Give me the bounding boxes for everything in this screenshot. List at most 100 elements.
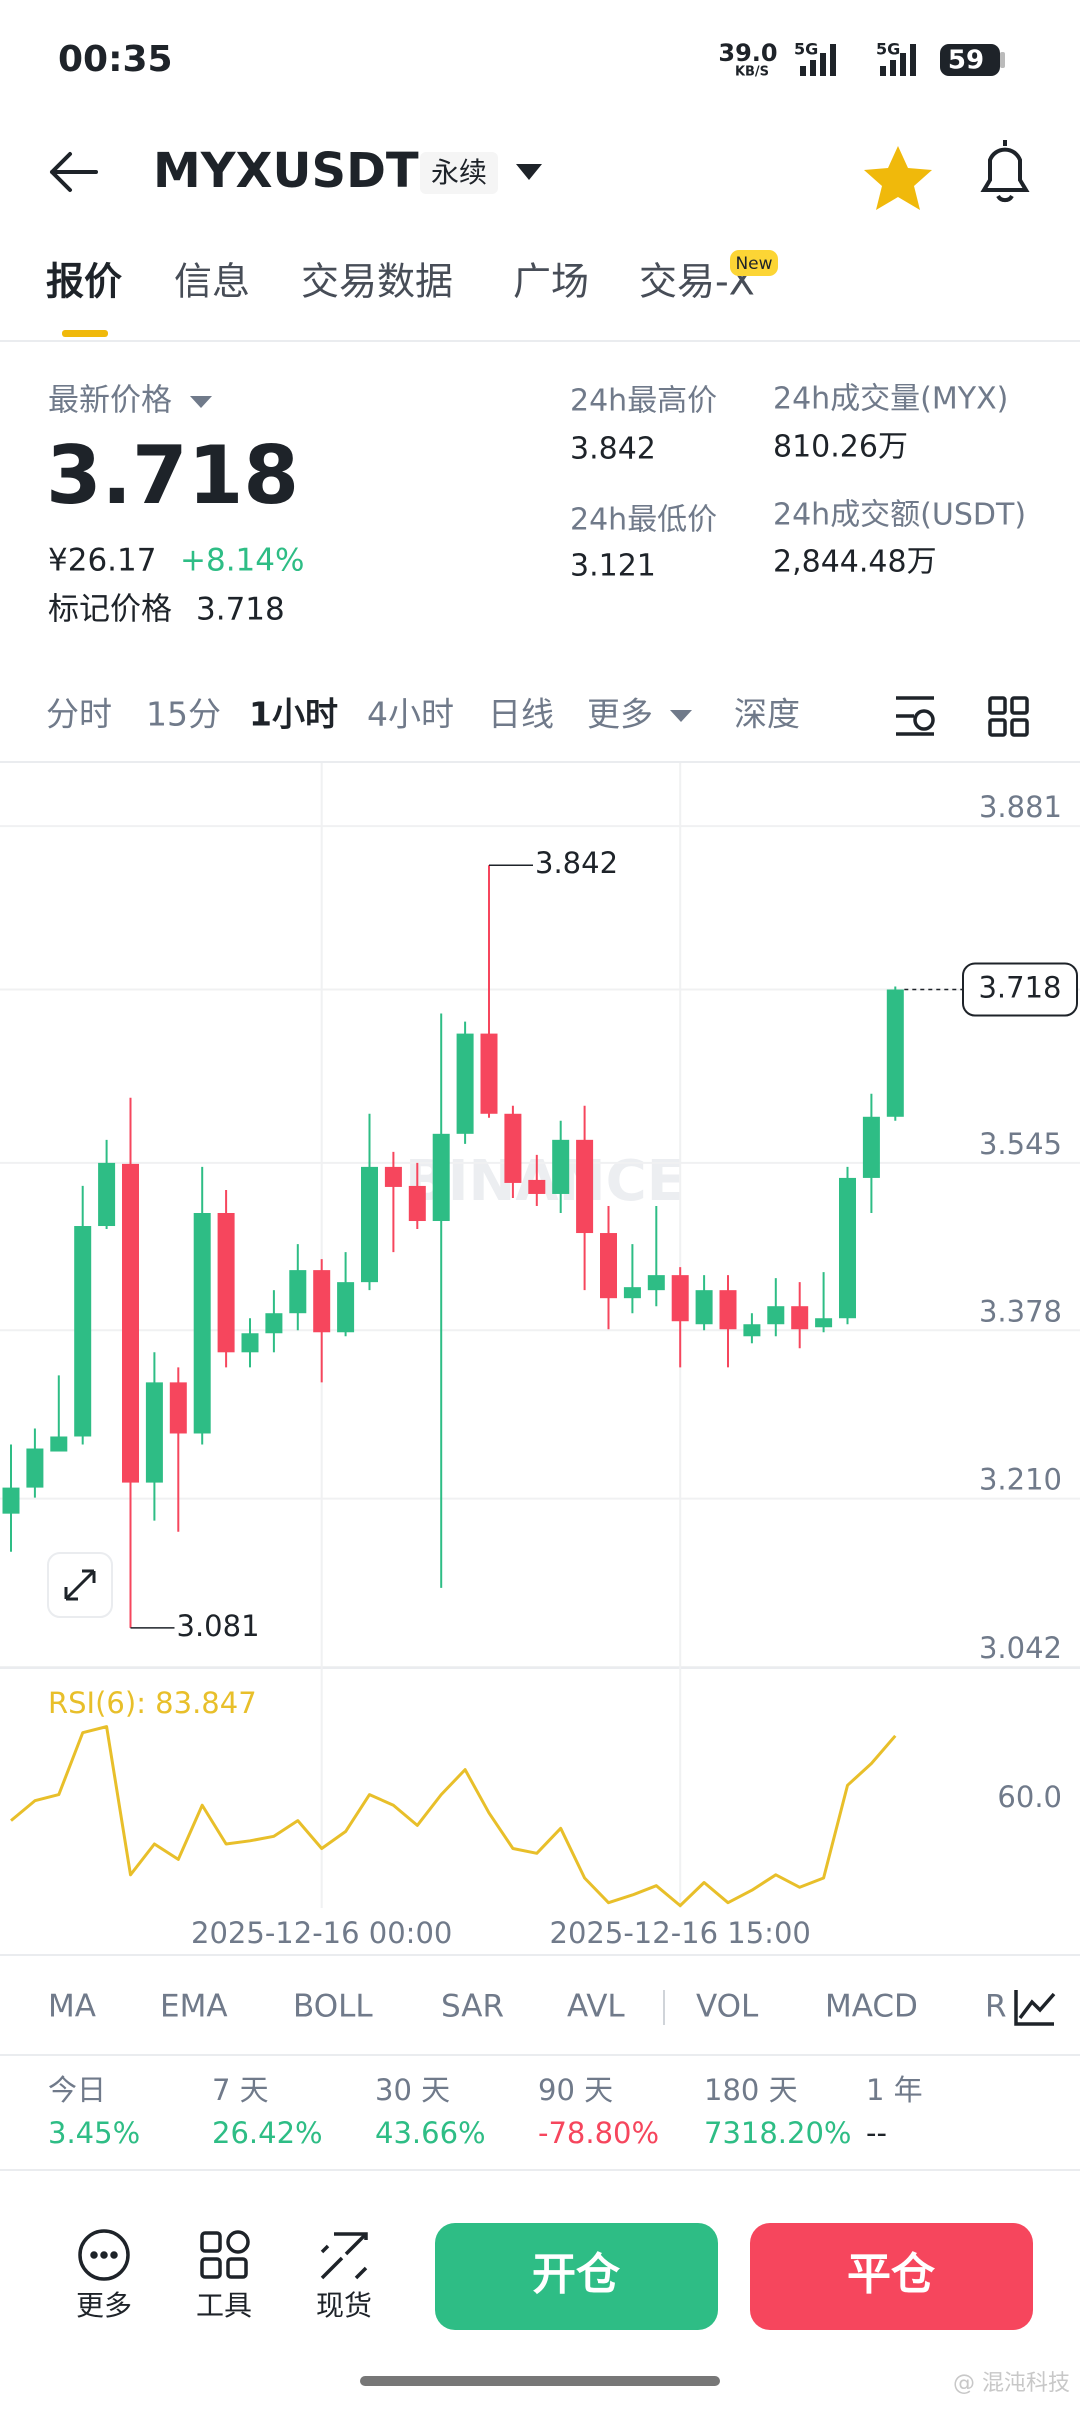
tab[interactable]: 报价 xyxy=(46,260,122,304)
y-tick-label: 3.881 xyxy=(979,790,1062,824)
tools-icon[interactable] xyxy=(200,2230,250,2279)
interval-tab[interactable]: 深度 xyxy=(734,695,800,734)
candle-body xyxy=(289,1270,307,1314)
signal-1 xyxy=(800,44,836,76)
dropdown-arrow[interactable] xyxy=(190,396,212,408)
chart-settings[interactable] xyxy=(896,696,935,736)
tab[interactable]: 信息 xyxy=(174,260,250,304)
tag-bg xyxy=(420,152,498,194)
y-tick-label: 3.210 xyxy=(979,1463,1062,1497)
candle-body xyxy=(671,1275,689,1322)
candle-body xyxy=(791,1306,809,1330)
candle-body xyxy=(122,1163,139,1483)
low-annotation: 3.081 xyxy=(177,1609,260,1643)
indicator-settings[interactable] xyxy=(1014,1990,1056,2026)
indicator-tab[interactable]: MA xyxy=(48,1989,96,2025)
status-time: 00:35 xyxy=(58,39,173,80)
period-label: 90 天 xyxy=(538,2073,613,2107)
net-type: 5G xyxy=(876,40,900,59)
indicator-tab[interactable]: SAR xyxy=(441,1989,504,2025)
low-label: 24h最低价 xyxy=(570,503,717,538)
open-button[interactable] xyxy=(435,2223,718,2330)
more-dropdown[interactable] xyxy=(670,710,692,722)
candle-body xyxy=(2,1487,20,1514)
rsi-line xyxy=(10,1725,897,1908)
layout-toggle[interactable] xyxy=(988,696,1029,737)
interval-tab[interactable]: 1小时 xyxy=(249,695,338,734)
indicator-tab[interactable]: EMA xyxy=(160,1989,228,2025)
spot-icon[interactable] xyxy=(320,2232,368,2280)
candle-body xyxy=(241,1333,259,1353)
symbol-dropdown[interactable] xyxy=(516,164,542,180)
symbol[interactable]: MYXUSDT xyxy=(153,143,419,199)
indicator-tab[interactable]: MACD xyxy=(825,1989,918,2025)
net-speed: 39.0 xyxy=(718,39,777,67)
last-price-box xyxy=(962,962,1078,1017)
last-price-label: 最新价格 xyxy=(48,383,172,419)
candle-body xyxy=(265,1313,283,1334)
more-icon[interactable] xyxy=(78,2229,130,2281)
candle-body xyxy=(767,1306,785,1325)
favorite-star[interactable] xyxy=(864,146,932,210)
y-tick-label: 3.545 xyxy=(979,1127,1062,1161)
amount-value: 2,844.48万 xyxy=(773,545,937,580)
back-button[interactable] xyxy=(50,152,98,192)
candle-body xyxy=(217,1212,235,1353)
indicator-tab[interactable]: VOL xyxy=(696,1989,759,2025)
tool-label[interactable]: 更多 xyxy=(76,2289,132,2322)
candle-body xyxy=(145,1382,163,1483)
candle-body xyxy=(456,1033,474,1134)
mark-price: 3.718 xyxy=(196,592,285,628)
period-return: 3.45% xyxy=(48,2116,140,2150)
candle-body xyxy=(743,1324,761,1337)
candle-body xyxy=(528,1179,546,1194)
y-tick-label: 3.042 xyxy=(979,1631,1062,1665)
indicator-tab[interactable]: R xyxy=(985,1989,1007,2025)
candle-body xyxy=(815,1318,833,1328)
badge-bg xyxy=(730,250,778,276)
low-value: 3.121 xyxy=(570,549,656,584)
candle-body xyxy=(313,1270,331,1333)
net-speed-unit: KB/S xyxy=(735,65,769,80)
price-change: +8.14% xyxy=(180,543,304,579)
period-return: -- xyxy=(866,2116,887,2150)
candle-body xyxy=(504,1113,522,1183)
close-button[interactable] xyxy=(750,2223,1033,2330)
tab[interactable]: 交易数据 xyxy=(301,260,453,304)
x-tick-label: 2025-12-16 15:00 xyxy=(550,1916,811,1950)
interval-tab[interactable]: 日线 xyxy=(488,695,554,734)
icon-bg xyxy=(1010,1970,1080,2046)
interval-tab[interactable]: 15分 xyxy=(146,695,221,734)
contract-tag: 永续 xyxy=(431,156,487,189)
volume-label: 24h成交量(MYX) xyxy=(773,382,1008,417)
candle-body xyxy=(337,1282,355,1333)
interval-tab[interactable]: 4小时 xyxy=(367,695,454,734)
period-return: 26.42% xyxy=(212,2116,323,2150)
candle-body xyxy=(600,1233,617,1299)
rsi-label: RSI(6): 83.847 xyxy=(48,1686,257,1720)
candle-body xyxy=(886,989,904,1117)
last-price-label: 3.718 xyxy=(978,971,1061,1005)
new-badge: New xyxy=(735,254,772,274)
candle-body xyxy=(719,1290,737,1330)
period-return: 7318.20% xyxy=(704,2116,851,2150)
period-return: -78.80% xyxy=(538,2116,659,2150)
candle-body xyxy=(647,1275,665,1291)
high-label: 24h最高价 xyxy=(570,384,717,419)
period-label: 今日 xyxy=(48,2073,106,2107)
candle-body xyxy=(169,1382,187,1434)
net-type: 5G xyxy=(794,40,818,59)
tab[interactable]: 广场 xyxy=(513,260,589,304)
candle-body xyxy=(552,1139,570,1194)
interval-tab[interactable]: 更多 xyxy=(587,695,653,734)
x-tick-label: 2025-12-16 00:00 xyxy=(191,1916,452,1950)
notification-bell[interactable] xyxy=(980,140,1030,203)
tool-label[interactable]: 工具 xyxy=(196,2289,252,2322)
period-label: 30 天 xyxy=(375,2073,450,2107)
indicator-tab[interactable]: BOLL xyxy=(293,1989,373,2025)
candle-body xyxy=(839,1177,856,1319)
indicator-tab[interactable]: AVL xyxy=(567,1989,625,2025)
candle-body xyxy=(576,1139,594,1234)
interval-tab[interactable]: 分时 xyxy=(46,695,112,734)
tool-label[interactable]: 现货 xyxy=(316,2289,372,2322)
